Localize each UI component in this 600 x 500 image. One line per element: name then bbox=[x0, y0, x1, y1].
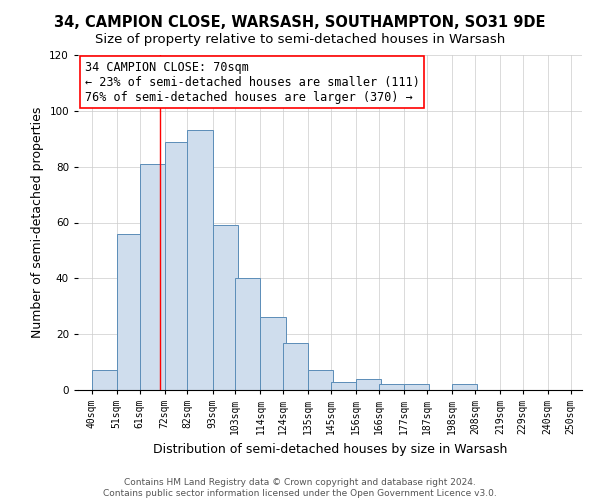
Bar bbox=[308, 370, 334, 390]
Text: 34 CAMPION CLOSE: 70sqm
← 23% of semi-detached houses are smaller (111)
76% of s: 34 CAMPION CLOSE: 70sqm ← 23% of semi-de… bbox=[85, 60, 420, 104]
Bar bbox=[452, 384, 477, 390]
Text: Size of property relative to semi-detached houses in Warsash: Size of property relative to semi-detach… bbox=[95, 32, 505, 46]
Bar bbox=[283, 342, 308, 390]
Bar bbox=[260, 318, 286, 390]
Bar bbox=[356, 379, 382, 390]
Bar bbox=[212, 226, 238, 390]
Bar bbox=[235, 278, 260, 390]
Bar bbox=[331, 382, 356, 390]
Bar bbox=[404, 384, 429, 390]
Bar bbox=[379, 384, 404, 390]
X-axis label: Distribution of semi-detached houses by size in Warsash: Distribution of semi-detached houses by … bbox=[153, 442, 507, 456]
Bar bbox=[164, 142, 190, 390]
Bar bbox=[117, 234, 142, 390]
Y-axis label: Number of semi-detached properties: Number of semi-detached properties bbox=[31, 107, 44, 338]
Bar bbox=[92, 370, 117, 390]
Bar bbox=[187, 130, 212, 390]
Text: Contains HM Land Registry data © Crown copyright and database right 2024.
Contai: Contains HM Land Registry data © Crown c… bbox=[103, 478, 497, 498]
Text: 34, CAMPION CLOSE, WARSASH, SOUTHAMPTON, SO31 9DE: 34, CAMPION CLOSE, WARSASH, SOUTHAMPTON,… bbox=[54, 15, 546, 30]
Bar bbox=[140, 164, 164, 390]
